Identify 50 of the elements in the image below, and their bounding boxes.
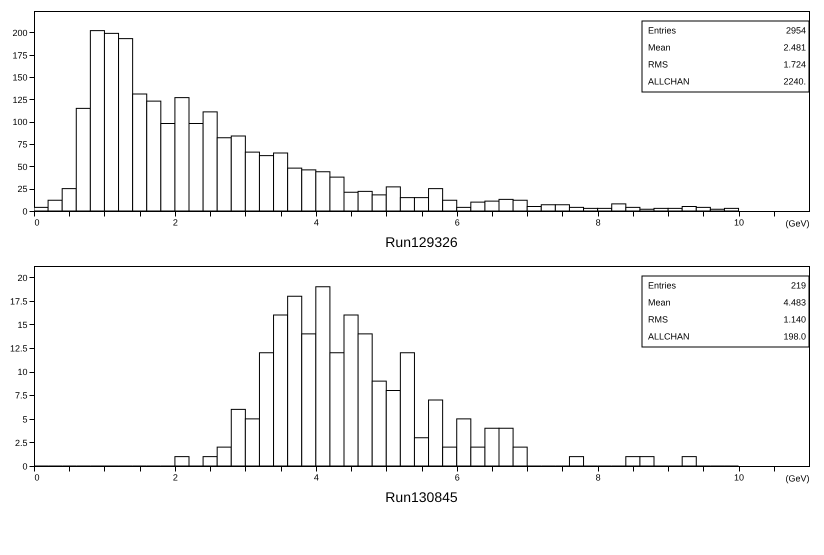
- annotation: Entries: [648, 26, 677, 36]
- annotation: 2.481: [783, 42, 806, 52]
- y-tick-label: 0: [22, 462, 28, 472]
- x-tick-label: 0: [34, 472, 40, 482]
- x-tick-label: 6: [454, 472, 460, 482]
- y-tick-label: 50: [17, 162, 28, 172]
- y-tick-label: 25: [17, 184, 28, 194]
- y-tick-label: 100: [12, 117, 28, 128]
- annotation: 2240.: [783, 76, 806, 86]
- y-tick-label: 15: [17, 320, 28, 330]
- x-axis-title: (GeV): [785, 474, 810, 484]
- annotation: ALLCHAN: [648, 332, 690, 342]
- x-tick-label: 8: [596, 472, 601, 482]
- text: Run130845: [385, 489, 458, 505]
- y-tick-label: 10: [17, 367, 28, 378]
- y-tick-label: 12.5: [10, 344, 28, 354]
- y-tick-label: 0: [22, 206, 28, 216]
- y-tick-label: 5: [22, 414, 28, 424]
- annotation: Mean: [648, 298, 671, 308]
- y-tick-label: 125: [12, 94, 28, 105]
- annotation: ALLCHAN: [648, 76, 690, 86]
- x-tick-label: 2: [172, 218, 178, 228]
- x-tick-label: 8: [596, 218, 601, 228]
- annotation: RMS: [648, 60, 668, 70]
- x-axis-title: (GeV): [785, 218, 810, 228]
- annotation: 2954: [786, 26, 806, 36]
- y-tick-label: 7.5: [14, 390, 28, 401]
- x-tick-label: 4: [314, 218, 319, 228]
- annotation: 198.0: [783, 332, 806, 342]
- y-tick-label: 200: [12, 28, 28, 38]
- y-tick-label: 175: [12, 50, 28, 60]
- y-tick-label: 20: [17, 272, 28, 283]
- annotation: 4.483: [783, 298, 806, 308]
- annotation: 1.724: [783, 60, 806, 70]
- y-tick-label: 2.5: [14, 438, 28, 448]
- annotation: Mean: [648, 42, 671, 52]
- annotation: 219: [790, 280, 806, 290]
- x-tick-label: 4: [314, 472, 319, 482]
- annotation: 1.140: [783, 314, 806, 324]
- x-tick-label: 0: [34, 218, 40, 228]
- y-tick-label: 17.5: [10, 296, 28, 306]
- x-tick-label: 10: [734, 218, 744, 228]
- y-tick-label: 150: [12, 72, 28, 83]
- annotation: RMS: [648, 314, 668, 324]
- x-tick-label: 6: [454, 218, 460, 228]
- annotation: Entries: [648, 280, 677, 290]
- y-tick-label: 75: [17, 140, 28, 150]
- x-tick-label: 10: [734, 472, 744, 482]
- text: Run129326: [385, 234, 458, 250]
- x-tick-label: 2: [172, 472, 178, 482]
